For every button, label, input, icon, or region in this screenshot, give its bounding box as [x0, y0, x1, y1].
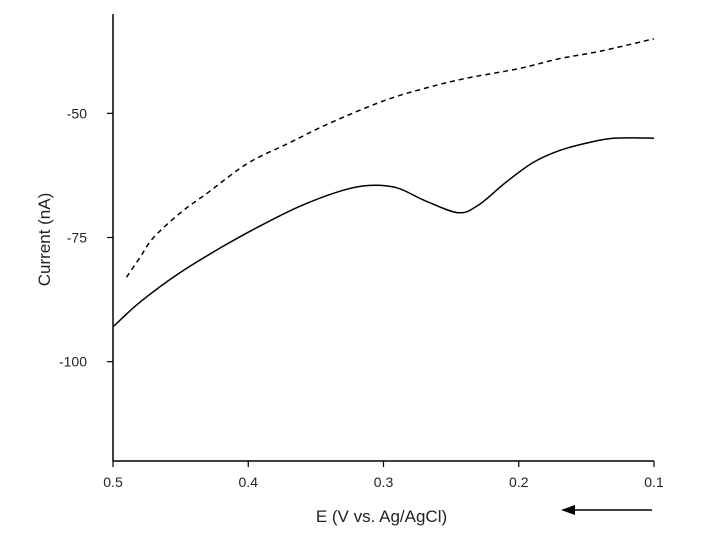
y-tick-label: -100 [59, 354, 87, 370]
x-tick-label: 0.3 [374, 474, 394, 490]
y-tick-label: -75 [67, 230, 87, 246]
x-tick-label: 0.1 [644, 474, 664, 490]
x-ticks: 0.5 0.4 0.3 0.2 0.1 [103, 461, 664, 490]
x-tick-label: 0.4 [239, 474, 259, 490]
x-tick-label: 0.2 [509, 474, 529, 490]
y-ticks: -50 -75 -100 [59, 105, 113, 370]
x-axis-title: E (V vs. Ag/AgCl) [316, 507, 447, 526]
scan-direction-arrow-icon [561, 505, 652, 515]
dashed-series-line [125, 38, 655, 278]
y-tick-label: -50 [67, 105, 87, 121]
y-axis-title: Current (nA) [35, 193, 54, 287]
axes [112, 14, 654, 462]
x-tick-label: 0.5 [103, 474, 123, 490]
solid-series-line [112, 137, 655, 328]
series-layer [112, 38, 655, 328]
